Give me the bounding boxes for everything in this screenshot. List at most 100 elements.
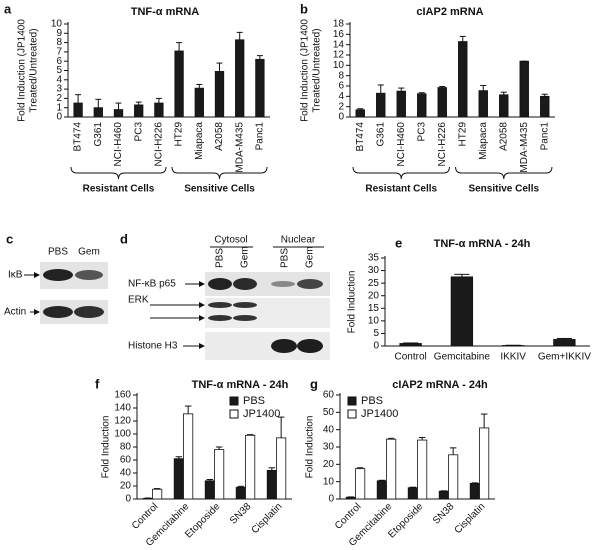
legend-swatch: [347, 396, 357, 406]
bar: [73, 102, 83, 118]
chart-title: cIAP2 mRNA - 24h: [392, 379, 488, 391]
error-bar: [439, 86, 446, 88]
y-tick-label: 140: [114, 403, 131, 414]
bar: [417, 439, 428, 500]
bar: [93, 107, 103, 118]
row-label: Histone H3: [128, 341, 178, 352]
y-tick-label: 120: [114, 416, 131, 427]
chart-title: cIAP2 mRNA: [416, 6, 483, 18]
y-tick-label: 160: [114, 390, 131, 401]
error-bar: [75, 94, 82, 104]
chart-title: TNF-α mRNA - 24h: [192, 379, 289, 391]
x-tick-label: Cisplatin: [453, 501, 488, 536]
band: [297, 339, 323, 353]
band: [208, 278, 232, 290]
error-bar: [409, 486, 417, 488]
error-bar: [556, 337, 572, 340]
y-tick-label: 5: [56, 65, 62, 76]
bar: [183, 413, 194, 500]
error-bar: [480, 413, 488, 428]
error-bar: [418, 436, 426, 441]
error-bar: [377, 84, 384, 94]
y-tick-label: 40: [120, 468, 132, 479]
x-tick-label: G361: [375, 122, 386, 147]
x-tick-label: Control: [130, 501, 161, 532]
error-bar: [236, 31, 243, 40]
bar: [448, 454, 459, 500]
y-tick-label: 10: [333, 60, 345, 71]
y-axis-label: Treated/Untreated): [29, 28, 40, 112]
error-bar: [500, 91, 507, 95]
x-tick-label: BT474: [355, 122, 366, 152]
error-bar: [418, 92, 425, 94]
x-tick-label: Cisplatin: [250, 501, 285, 536]
x-tick-label: IKKIV: [500, 352, 526, 363]
error-bar: [196, 83, 203, 89]
bar: [214, 449, 225, 500]
bar: [276, 437, 287, 500]
y-tick-label: 6: [56, 56, 62, 67]
bar: [245, 434, 256, 500]
y-tick-label: 10: [368, 315, 380, 326]
group-brace: [70, 166, 167, 180]
x-tick-label: NCI-H226: [437, 122, 448, 167]
y-tick-label: 15: [368, 303, 380, 314]
y-tick-label: 30: [323, 442, 335, 453]
error-bar: [454, 273, 470, 277]
y-tick-label: 4: [56, 74, 62, 85]
bar: [266, 469, 277, 500]
band: [43, 269, 73, 281]
x-tick-label: G361: [93, 122, 104, 147]
y-tick-label: 2: [56, 93, 62, 104]
y-tick-label: 20: [120, 481, 132, 492]
bar: [469, 482, 480, 500]
bar: [174, 50, 184, 118]
y-tick-label: 4: [338, 91, 344, 102]
bar: [235, 39, 245, 118]
band: [74, 306, 104, 318]
error-bar: [176, 42, 183, 51]
y-tick-label: 10: [323, 476, 335, 487]
x-tick-label: NCI-H460: [113, 122, 124, 167]
bar: [355, 468, 366, 500]
y-tick-label: 0: [328, 494, 334, 505]
y-tick-label: 20: [323, 459, 335, 470]
error-bar: [403, 342, 419, 344]
bar: [113, 109, 124, 118]
x-tick-label: MDA-M435: [519, 122, 530, 173]
bar: [345, 496, 356, 500]
error-bar: [277, 416, 285, 438]
y-tick-label: 25: [368, 278, 380, 289]
y-tick-label: 9: [56, 28, 62, 39]
error-bar: [378, 479, 386, 481]
x-tick-label: NCI-H460: [396, 122, 407, 167]
bar: [499, 94, 509, 118]
error-bar: [115, 102, 122, 110]
bar: [478, 90, 488, 118]
y-tick-label: 0: [373, 341, 379, 352]
panel-label: f: [95, 376, 100, 391]
x-tick-label: Miapaca: [478, 122, 489, 160]
bar: [134, 104, 144, 118]
lane-label: PBS: [280, 248, 291, 268]
band: [233, 315, 257, 321]
error-bar: [480, 84, 487, 91]
bar: [458, 41, 468, 118]
error-bar: [356, 467, 364, 469]
x-tick-label: NCI-H226: [154, 122, 165, 167]
error-bar: [387, 437, 395, 440]
y-tick-label: 18: [333, 19, 345, 30]
bar: [194, 87, 204, 118]
lane-label: Gem: [240, 246, 251, 268]
bar: [214, 71, 225, 118]
legend-label: JP1400: [243, 408, 280, 420]
y-tick-label: 0: [338, 112, 344, 123]
y-tick-label: 8: [56, 37, 62, 48]
y-tick-label: 35: [368, 253, 380, 264]
x-tick-label: MDA-M435: [234, 122, 245, 173]
x-tick-label: HT29: [457, 122, 468, 147]
x-tick-label: SN38: [431, 501, 457, 527]
band: [43, 306, 73, 318]
bar: [154, 102, 164, 118]
y-axis-label: Treated/Untreated): [312, 28, 323, 112]
